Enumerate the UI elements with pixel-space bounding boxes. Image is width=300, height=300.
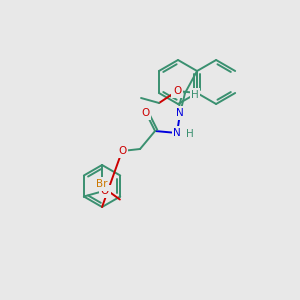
Text: Br: Br [96,179,108,189]
Text: N: N [173,128,181,138]
Text: O: O [118,146,126,156]
Text: O: O [141,108,149,118]
Text: H: H [186,129,194,139]
Text: O: O [101,187,109,196]
Text: H: H [191,90,199,100]
Text: N: N [176,108,184,118]
Text: O: O [173,86,181,96]
